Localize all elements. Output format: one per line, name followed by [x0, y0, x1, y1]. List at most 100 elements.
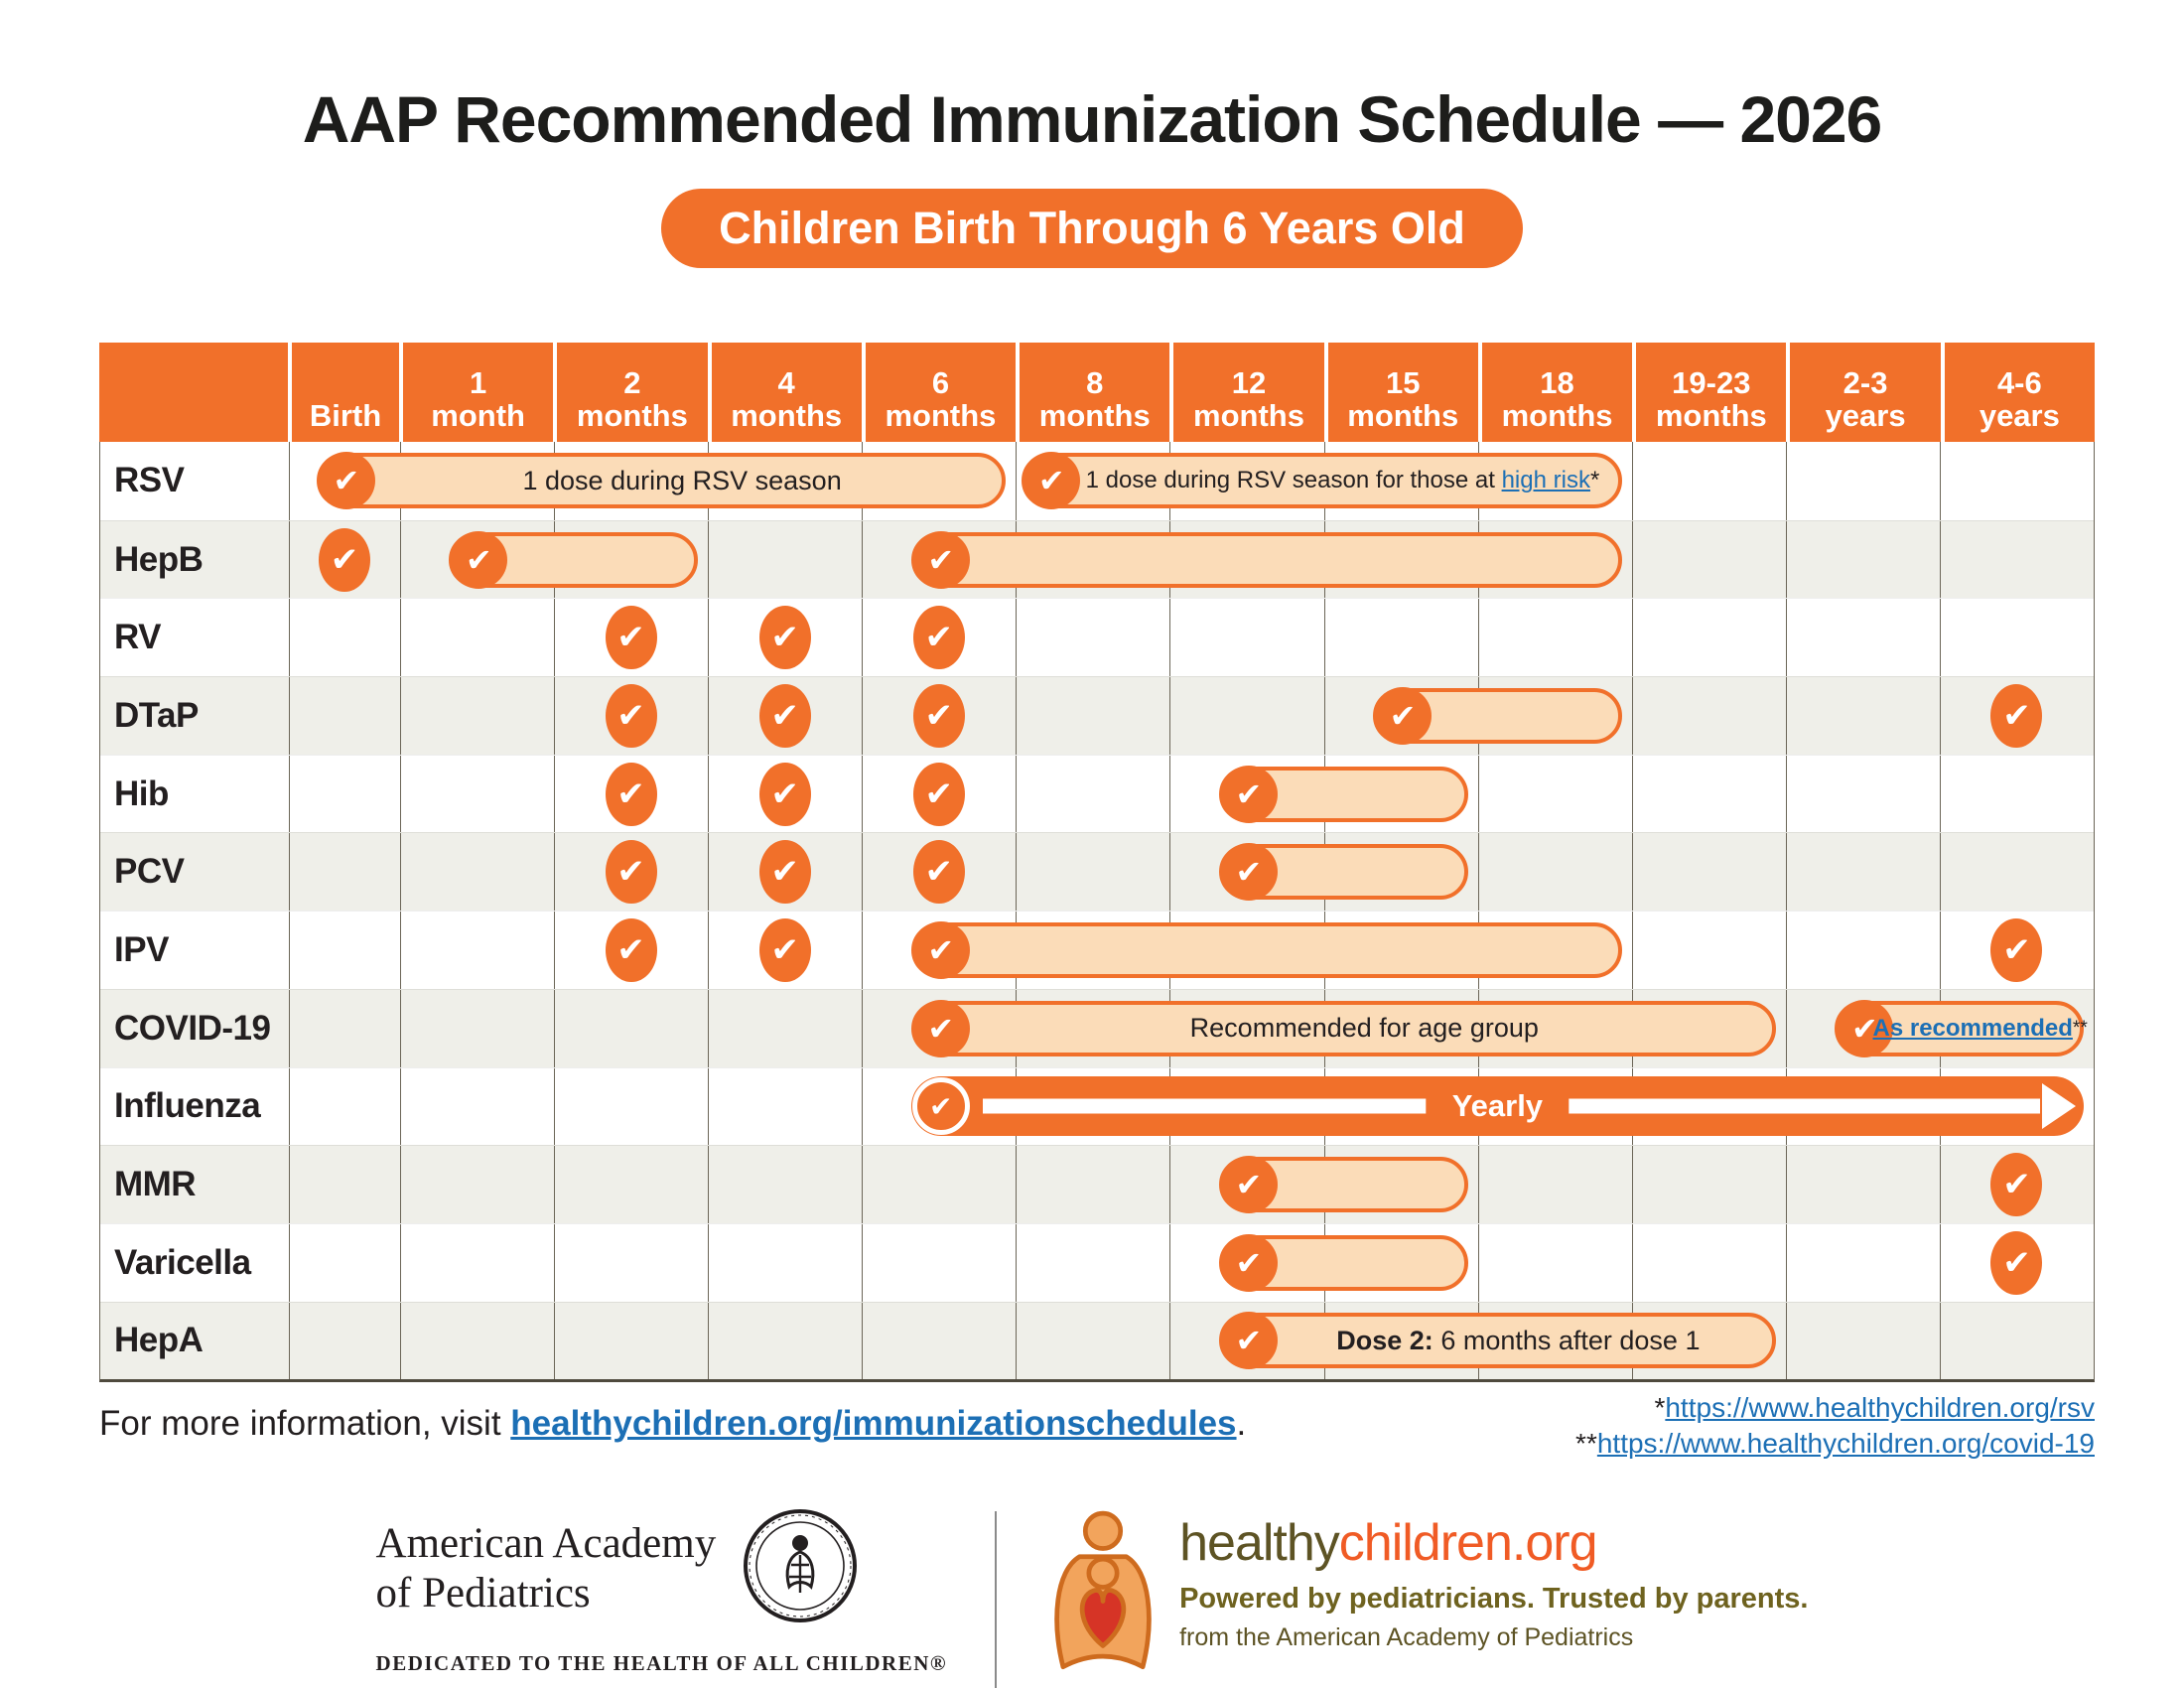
age-header-line1: 1 [470, 365, 487, 400]
dose-check-icon-pcv-col3: ✔ [758, 840, 811, 905]
age-column-header-1-month: 1 month [399, 343, 553, 442]
grid-cell [400, 677, 554, 755]
aap-logo: American Academy of Pediatrics DEDICATED… [376, 1507, 948, 1676]
checkmark-glyph: ✔ [924, 852, 953, 893]
schedule-table: Birth 1 month 2 months 4 months 6 months 8 months 1… [99, 343, 2095, 1383]
table-row-hib: Hib ✔ ✔ ✔ ✔ [100, 754, 2094, 833]
bar-text-asterisks: ** [2072, 1017, 2088, 1039]
grid-cell [400, 755, 554, 833]
dose-check-icon-pcv-col2: ✔ [605, 840, 657, 905]
dose-check-icon-hib-col2: ✔ [605, 762, 657, 826]
table-row-ipv: IPV ✔ ✔ ✔ ✔ [100, 911, 2094, 989]
vaccine-label-hepb: HepB [114, 539, 204, 579]
dose-check-icon-covid-19-1: ✔ [1836, 999, 1894, 1057]
grid-cell [1016, 1146, 1169, 1223]
grid-cell [400, 1067, 554, 1146]
row-overlay-covid-19: ✔ Recommended for age group ✔ As recommende… [289, 990, 2094, 1067]
grid-cell [554, 1146, 708, 1223]
healthychildren-figure-icon [1044, 1507, 1161, 1679]
as-recommended-link[interactable]: As recommended [1872, 1014, 2073, 1042]
age-header-line1: 15 [1386, 365, 1421, 400]
aap-name-line1: American Academy [375, 1519, 717, 1567]
grid-cell [289, 1067, 400, 1146]
grid-cell [1785, 677, 1940, 755]
checkmark-glyph: ✔ [770, 852, 799, 893]
row-overlay-rv: ✔ ✔ ✔ [289, 599, 2094, 676]
grid-cell [400, 989, 554, 1067]
age-header-line1: 4-6 [1996, 365, 2042, 400]
dose-check-icon-dtap-col2: ✔ [605, 683, 657, 748]
grid-cell [708, 989, 862, 1067]
checkmark-glyph: ✔ [924, 774, 953, 814]
aap-logo-top: American Academy of Pediatrics [376, 1507, 948, 1629]
grid-cell [400, 1302, 554, 1380]
age-column-header-2-3-years: 2-3 years [1786, 343, 1940, 442]
checkmark-glyph: ✔ [1850, 1009, 1878, 1048]
checkmark-glyph: ✔ [616, 695, 645, 736]
yearly-arrow-bar-influenza: ✔ Yearly [910, 1076, 2084, 1137]
bar-text-plain: * [1589, 467, 1600, 494]
grid-cell [1016, 1223, 1169, 1302]
grid-cell [708, 755, 862, 833]
dose-range-bar-pcv-0: ✔ [1218, 843, 1468, 902]
row-overlay-hepb: ✔ ✔ ✔ [289, 521, 2094, 599]
dose-check-icon-ipv-col2: ✔ [605, 917, 657, 982]
age-column-header-8-months: 8 months [1016, 343, 1169, 442]
dose-check-icon-varicella-0: ✔ [1219, 1233, 1278, 1292]
age-header-line2: months [1501, 398, 1613, 433]
info-suffix: . [1236, 1404, 1247, 1443]
checkmark-glyph: ✔ [2002, 1165, 2031, 1205]
checkmark-glyph: ✔ [927, 930, 955, 969]
checkmark-glyph: ✔ [1037, 462, 1065, 500]
dose-check-icon-hib-col4: ✔ [912, 762, 965, 826]
arrow-head-icon [2042, 1083, 2076, 1130]
grid-cell [1169, 677, 1323, 755]
aap-logo-name: American Academy of Pediatrics [376, 1519, 717, 1618]
age-header-line1: 2 [623, 365, 641, 400]
bar-text-plain: 1 dose during RSV season for those at [1085, 467, 1502, 494]
checkmark-glyph: ✔ [927, 1009, 955, 1048]
rsv-footnote-link[interactable]: https://www.healthychildren.org/rsv [1665, 1392, 2095, 1423]
grid-cell [554, 1223, 708, 1302]
vaccine-label-mmr: MMR [114, 1165, 197, 1204]
high-risk-link[interactable]: high risk [1501, 467, 1590, 494]
covid-footnote-link[interactable]: https://www.healthychildren.org/covid-19 [1596, 1428, 2095, 1459]
grid-cell [1939, 442, 2094, 520]
row-overlay-ipv: ✔ ✔ ✔ ✔ [289, 912, 2094, 989]
vaccine-label-rv: RV [114, 618, 162, 657]
footnotes: *https://www.healthychildren.org/rsv **h… [1575, 1390, 2095, 1462]
immunization-schedules-link[interactable]: healthychildren.org/immunizationschedule… [510, 1404, 1237, 1443]
age-header-line2: years [1825, 398, 1906, 433]
table-row-covid-19: COVID-19 ✔ Recommended for age group ✔ As re… [100, 988, 2094, 1067]
age-column-header-birth: Birth [288, 343, 399, 442]
dose-range-bar-covid-19-1: ✔ As recommended ** [1835, 999, 2088, 1057]
grid-cell [289, 1146, 400, 1223]
dose-range-bar-rsv-0: ✔ 1 dose during RSV season [316, 452, 1007, 510]
grid-cell [1785, 833, 1940, 912]
aap-seal-icon [742, 1507, 859, 1629]
grid-cell [862, 1302, 1016, 1380]
grid-cell [862, 912, 1016, 989]
row-overlay-mmr: ✔ ✔ [289, 1146, 2094, 1223]
info-prefix: For more information, visit [99, 1404, 511, 1443]
grid-cell [1016, 755, 1169, 833]
grid-cell [862, 833, 1016, 912]
age-column-header-12-months: 12 months [1169, 343, 1323, 442]
grid-cell [1939, 833, 2094, 912]
checkmark-glyph: ✔ [1235, 853, 1263, 892]
age-header-line1: 12 [1231, 365, 1267, 400]
dose-range-bar-varicella-0: ✔ [1218, 1233, 1468, 1292]
dose-range-bar-hepa-0: ✔ Dose 2: 6 months after dose 1 [1218, 1312, 1776, 1370]
dose-check-icon-hepb-1: ✔ [911, 530, 970, 589]
table-rows: RSV ✔ 1 dose during RSV season ✔ 1 dose duri… [99, 442, 2095, 1383]
subtitle-wrap: Children Birth Through 6 Years Old [0, 189, 2184, 268]
grid-cell [708, 1302, 862, 1380]
grid-cell [400, 1146, 554, 1223]
checkmark-glyph: ✔ [927, 540, 955, 579]
subtitle-badge: Children Birth Through 6 Years Old [661, 189, 1523, 268]
grid-cell [862, 989, 1016, 1067]
grid-cell [862, 755, 1016, 833]
dose-check-icon-rsv-0: ✔ [317, 452, 375, 510]
dose-check-icon-hepb-0: ✔ [450, 530, 508, 589]
